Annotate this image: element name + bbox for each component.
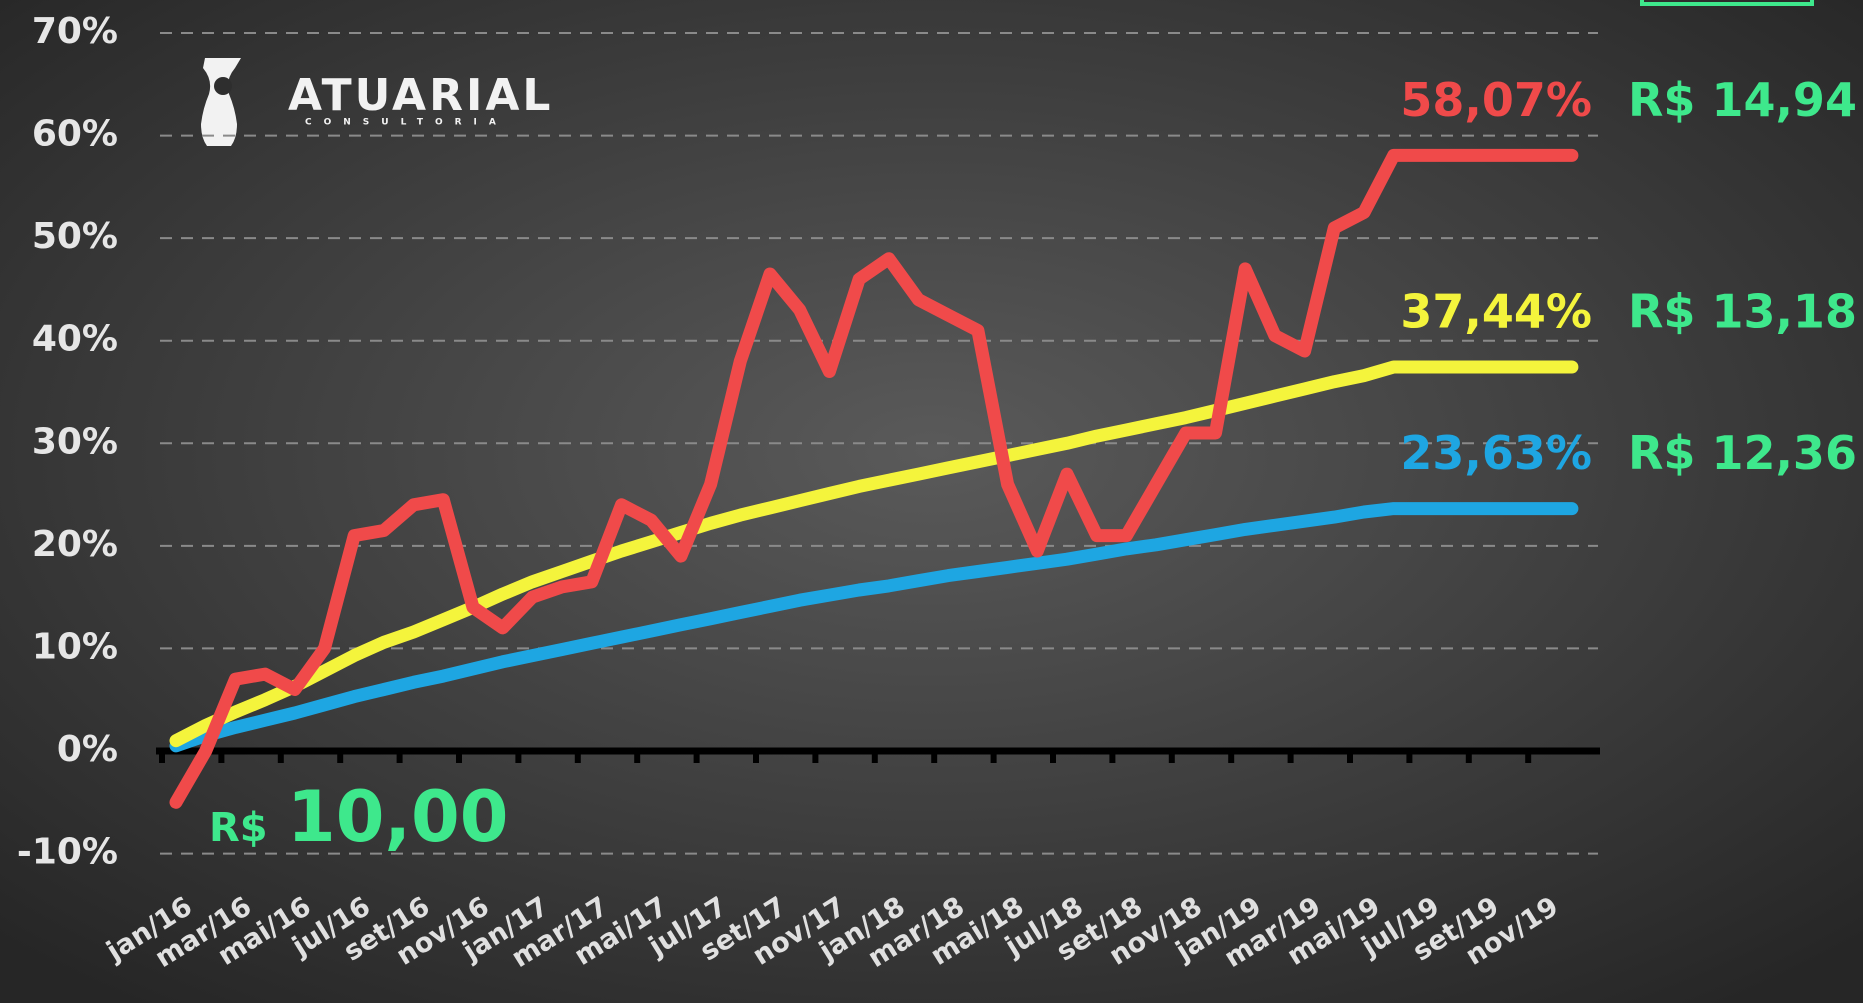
y-tick-label: 60% <box>32 114 118 155</box>
series-line <box>169 148 1579 809</box>
price-label: R$ 14,94 <box>1628 73 1857 127</box>
value-label: 58,07% <box>1400 73 1592 127</box>
value-label: 37,44% <box>1400 284 1592 338</box>
y-tick-label: 70% <box>32 11 118 52</box>
logo-tagline: CONSULTORIA <box>305 118 508 128</box>
value-label: 23,63% <box>1400 426 1592 480</box>
price-label: R$ 13,18 <box>1628 284 1857 338</box>
y-tick-label: 0% <box>57 729 118 770</box>
logo-name: ATUARIAL <box>288 70 553 121</box>
start-currency: R$ <box>209 805 268 851</box>
y-tick-label: 50% <box>32 216 118 257</box>
y-tick-label: 40% <box>32 319 118 360</box>
y-tick-label: -10% <box>17 832 118 873</box>
logo: ATUARIAL CONSULTORIA <box>201 58 553 146</box>
y-tick-label: 20% <box>32 524 118 565</box>
price-label: R$ 12,36 <box>1628 426 1857 480</box>
y-tick-label: 30% <box>32 421 118 462</box>
series-line <box>169 502 1579 753</box>
start-amount: 10,00 <box>287 776 508 858</box>
logo-icon <box>201 58 241 146</box>
series-line <box>169 360 1579 748</box>
frame-corner <box>1640 0 1814 6</box>
y-tick-label: 10% <box>32 626 118 667</box>
logo-icon-dot <box>214 77 232 95</box>
